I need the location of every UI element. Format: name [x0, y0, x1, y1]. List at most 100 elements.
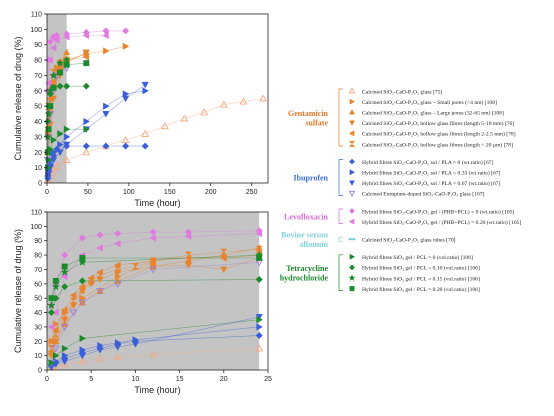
bottom-point-s1: [149, 350, 157, 358]
bottom-point-s13: [48, 359, 55, 367]
top-point-s15: [49, 71, 58, 79]
bottom-point-s13: [61, 345, 69, 352]
legend-marker-s16: [349, 286, 355, 292]
bottom-point-s13: [53, 352, 60, 360]
top-point-s8: [142, 87, 149, 95]
legend-marker-s5: [349, 130, 355, 137]
bottom-point-s16: [48, 295, 55, 302]
top-point-s16: [47, 103, 54, 110]
bottom-point-s3: [61, 320, 69, 327]
legend-entry-text: Calcined SiO₂-CaO-P₂O₅ glass [75]: [362, 89, 442, 95]
legend-entry-text: Calcined SiO₂-CaO-P₂O₅ hollow glass fibr…: [362, 120, 514, 127]
bottom-point-s16: [52, 277, 59, 284]
bottom-x-tick-label: 25: [264, 376, 272, 383]
top-point-s1: [82, 148, 90, 156]
legend-entry-text: Hybrid fibres SiO₂ gel / PCL = 0.20 (vol…: [362, 286, 480, 293]
top-point-s9: [122, 95, 130, 102]
top-point-s12: [102, 32, 109, 39]
bottom-point-s15: [78, 258, 87, 266]
legend-entry-text: Hybrid fibres SiO₂ gel / PCL = 0 (vol.ra…: [362, 254, 473, 261]
top-point-s2: [103, 47, 110, 55]
legend-entry-text: Calcined SiO₂-CaO-P₂O₅ hollow glass fibr…: [362, 131, 516, 138]
bottom-point-s9: [61, 358, 69, 365]
top-point-s13: [63, 125, 71, 133]
top-point-s1: [141, 130, 149, 137]
top-y-tick-label: 70: [34, 73, 42, 80]
top-point-s13: [50, 136, 57, 144]
top-point-s14: [63, 82, 71, 90]
bottom-point-s13: [79, 334, 86, 342]
top-point-s8: [63, 133, 71, 141]
top-x-axis-label: Time (hour): [134, 198, 180, 208]
bottom-point-s10: [61, 323, 69, 331]
legend-group-name: Levofloxacin: [284, 212, 329, 221]
bottom-point-s11: [61, 251, 69, 259]
top-point-s1: [62, 156, 71, 163]
top-point-s13: [57, 130, 64, 138]
bottom-y-tick-label: 40: [34, 310, 42, 317]
top-x-tick-label: 0: [45, 189, 49, 196]
bottom-point-s5: [220, 254, 227, 262]
top-point-s12: [63, 33, 70, 41]
top-point-s1: [259, 94, 267, 102]
legend-group-name: Tetracycline hydrochloride: [280, 264, 329, 283]
top-x-tick-label: 250: [246, 189, 258, 196]
bottom-point-s11: [96, 231, 104, 239]
bottom-point-s8: [61, 352, 69, 360]
legend-group-name: Gentamicin sulfate: [288, 109, 329, 128]
bottom-point-s8: [256, 323, 263, 331]
legend-group-bracket: [338, 88, 343, 147]
top-y-tick-label: 20: [34, 150, 42, 157]
bottom-point-s6: [184, 251, 192, 259]
top-x-tick-label: 200: [205, 189, 217, 196]
top-point-s15: [44, 132, 52, 141]
bottom-y-tick-label: 100: [30, 224, 42, 231]
legend-entry-text: Calcined SiO₂-CaO-P₂O₅ glass – Small por…: [362, 99, 497, 106]
top-point-s8: [57, 141, 64, 149]
bottom-point-s6: [131, 263, 139, 271]
bottom-y-tick-label: 30: [34, 324, 42, 331]
legend-marker-s9: [349, 180, 355, 186]
top-point-s16: [63, 61, 70, 68]
top-y-tick-label: 100: [30, 27, 42, 34]
bottom-point-s6: [149, 257, 157, 265]
legend-entry-text: Calcined Europium-doped SiO₂-CaO-P₂O₅ gl…: [362, 192, 485, 198]
top-point-s15: [56, 59, 64, 67]
top-y-axis-label: Cumulative release of drug (%): [13, 36, 23, 160]
bottom-point-s15: [47, 301, 56, 309]
legend-marker-s12: [349, 218, 355, 225]
bottom-point-s9: [96, 347, 104, 354]
bottom-point-s11: [114, 230, 122, 237]
bottom-point-s1: [255, 344, 263, 352]
bottom-point-s7: [255, 332, 263, 339]
top-point-s16: [50, 84, 57, 91]
bottom-y-tick-label: 10: [34, 353, 42, 360]
bottom-point-s3: [114, 277, 122, 284]
bottom-y-tick-label: 70: [34, 267, 42, 274]
legend-marker-s13: [349, 253, 355, 260]
legend-marker-s15: [348, 274, 356, 281]
bottom-point-s6: [52, 330, 60, 338]
top-y-tick-label: 0: [38, 181, 42, 188]
bottom-point-s6: [87, 277, 95, 285]
top-point-s12: [82, 32, 90, 39]
bottom-point-s6: [255, 245, 263, 253]
bottom-point-s14: [47, 309, 55, 316]
bottom-point-s12: [61, 273, 68, 281]
bottom-x-tick-label: 0: [45, 376, 49, 383]
bottom-point-s5: [61, 306, 68, 314]
top-point-s12: [50, 44, 57, 52]
top-point-s12: [45, 79, 52, 87]
bottom-point-s6: [220, 248, 228, 256]
bottom-x-tick-label: 10: [132, 376, 140, 383]
top-point-s1: [121, 136, 130, 143]
legend-marker-s8: [349, 169, 355, 176]
top-point-s7: [122, 142, 130, 150]
top-point-s1: [180, 114, 189, 122]
legend-marker-s1: [348, 87, 356, 94]
bottom-point-s12: [52, 309, 59, 316]
legend-entry-text: Calcined SiO₂-CaO-P₂O₅ glass – Large por…: [362, 110, 504, 117]
bottom-point-s9: [131, 341, 139, 348]
bottom-y-tick-label: 0: [38, 368, 42, 375]
